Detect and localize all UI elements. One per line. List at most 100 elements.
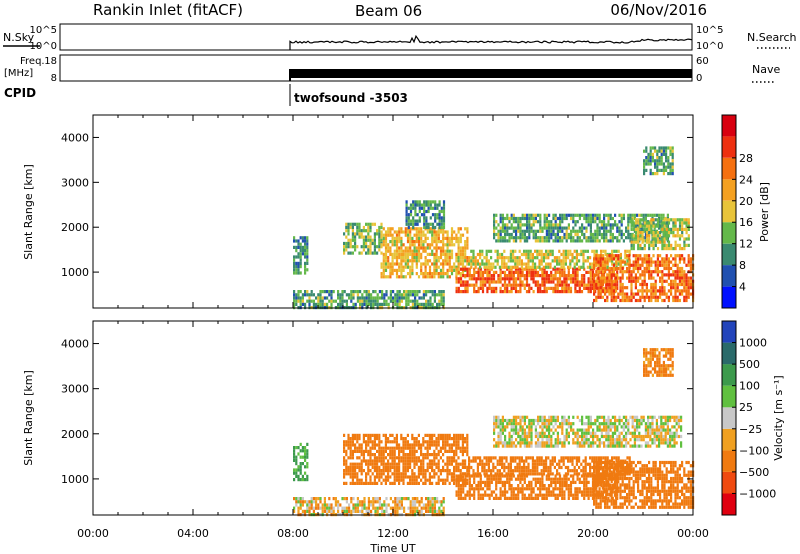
colorbar-tick-label: 500 — [739, 358, 760, 371]
velocity-colorbar-label: Velocity [m s⁻¹] — [772, 375, 785, 460]
power-feature-8 — [630, 218, 690, 251]
ytick-label: 2000 — [61, 221, 89, 234]
colorbar-swatch — [722, 471, 736, 494]
colorbar-tick-label: 12 — [739, 238, 753, 251]
xtick-label: 12:00 — [377, 527, 409, 540]
colorbar-swatch — [722, 342, 736, 365]
colorbar-tick-label: −500 — [739, 466, 769, 479]
velocity-ylabel: Slant Range [km] — [22, 370, 35, 466]
freq-left-tick-bottom: 8 — [51, 73, 57, 84]
colorbar-tick-label: 28 — [739, 152, 753, 165]
colorbar-swatch — [722, 493, 736, 515]
ytick-label: 3000 — [61, 383, 89, 396]
velocity-feature-4 — [493, 415, 683, 448]
ytick-label: 1000 — [61, 266, 89, 279]
colorbar-swatch — [722, 200, 736, 223]
colorbar-swatch — [722, 407, 736, 429]
power-colorbar: 4 8 12 16 20 24 28 — [721, 114, 753, 309]
colorbar-tick-label: 24 — [739, 173, 753, 186]
xtick-label: 04:00 — [177, 527, 209, 540]
colorbar-frame — [721, 320, 737, 516]
velocity-ticks: 1000 2000 3000 4000 — [61, 321, 694, 515]
freq-left-tick-top: 18 — [44, 56, 57, 67]
xtick-label: 00:00 — [77, 527, 109, 540]
velocity-colorbar: 1000 500 100 25 −25 −100 −500 −1000 — [721, 320, 776, 516]
velocity-feature-6 — [643, 348, 674, 377]
colorbar-tick-label: 8 — [739, 259, 746, 272]
power-ticks: 1000 2000 3000 4000 — [61, 115, 694, 308]
xtick-label: 20:00 — [577, 527, 609, 540]
power-feature-0 — [293, 236, 309, 275]
colorbar-swatch — [722, 385, 736, 408]
ytick-label: 4000 — [61, 338, 89, 351]
power-panel: 1000 2000 3000 4000 Slant Range [km] 4 8 12 16… — [22, 114, 771, 310]
ytick-label: 2000 — [61, 428, 89, 441]
time-axis-label: Time UT — [369, 542, 415, 554]
date-title: 06/Nov/2016 — [610, 1, 707, 19]
ytick-label: 3000 — [61, 176, 89, 189]
colorbar-swatch — [722, 364, 736, 386]
velocity-panel: 1000 2000 3000 4000 Slant Range [km] 1000 50… — [22, 320, 785, 517]
nsky-right-tick-top: 10^5 — [696, 25, 723, 36]
nsky-trace — [289, 34, 693, 50]
velocity-data-layer — [293, 348, 695, 517]
nsky-left-tick-bottom: 10^0 — [30, 41, 57, 52]
colorbar-swatch — [722, 157, 736, 180]
colorbar-swatch — [722, 222, 736, 244]
freq-frame — [59, 54, 693, 82]
velocity-feature-5 — [593, 460, 695, 509]
colorbar-tick-label: 16 — [739, 216, 753, 229]
colorbar-swatch — [722, 136, 736, 158]
power-feature-1 — [343, 222, 383, 255]
colorbar-tick-label: −1000 — [739, 487, 776, 500]
nsky-label: N.Sky — [3, 31, 35, 44]
power-feature-7 — [593, 254, 695, 303]
power-feature-2 — [380, 227, 469, 279]
freq-panel: Freq. [MHz] 18 8 60 0 Nave — [4, 54, 780, 84]
colorbar-swatch — [722, 265, 736, 287]
nave-right-tick-top: 60 — [696, 56, 709, 67]
power-feature-9 — [643, 146, 674, 176]
xtick-label: 08:00 — [277, 527, 309, 540]
power-colorbar-label: Power [dB] — [758, 182, 771, 242]
colorbar-tick-label: −100 — [739, 444, 769, 457]
xtick-label: 00:00 — [677, 527, 709, 540]
nave-right-tick-bottom: 0 — [696, 73, 702, 84]
nsky-left-tick-top: 10^5 — [30, 25, 57, 36]
cpid-row: CPID twofsound -3503 — [4, 84, 408, 106]
station-title: Rankin Inlet (fitACF) — [93, 1, 243, 19]
cpid-label: CPID — [4, 86, 36, 100]
freq-trace — [290, 69, 692, 78]
colorbar-swatch — [722, 428, 736, 451]
freq-unit-label: [MHz] — [4, 68, 33, 79]
nave-label: Nave — [752, 63, 780, 76]
colorbar-swatch — [722, 179, 736, 201]
nsearch-label: N.Search — [747, 31, 797, 44]
colorbar-swatch — [722, 115, 736, 137]
beam-title: Beam 06 — [355, 2, 422, 20]
velocity-feature-7 — [293, 497, 445, 517]
time-axis: 00:00 04:00 08:00 12:00 16:00 20:00 00:00 — [77, 527, 709, 540]
power-ylabel: Slant Range [km] — [22, 164, 35, 260]
ytick-label: 4000 — [61, 131, 89, 144]
velocity-feature-0 — [293, 442, 309, 482]
colorbar-tick-label: 25 — [739, 401, 753, 414]
cpid-program: twofsound -3503 — [294, 91, 408, 105]
colorbar-tick-label: −25 — [739, 423, 762, 436]
colorbar-tick-label: 100 — [739, 380, 760, 393]
colorbar-swatch — [722, 450, 736, 472]
nsky-panel: N.Sky 10^5 10^0 10^5 10^0 N.Search — [3, 23, 797, 52]
freq-label: Freq. — [20, 56, 45, 67]
xtick-label: 16:00 — [477, 527, 509, 540]
colorbar-frame — [721, 114, 737, 309]
ytick-label: 1000 — [61, 473, 89, 486]
velocity-feature-1 — [343, 433, 469, 485]
colorbar-swatch — [722, 286, 736, 308]
colorbar-tick-label: 4 — [739, 281, 746, 294]
nsky-frame — [59, 23, 693, 51]
colorbar-swatch — [722, 321, 736, 343]
power-feature-10 — [293, 290, 445, 310]
colorbar-tick-label: 1000 — [739, 337, 767, 350]
power-feature-3 — [405, 200, 446, 230]
